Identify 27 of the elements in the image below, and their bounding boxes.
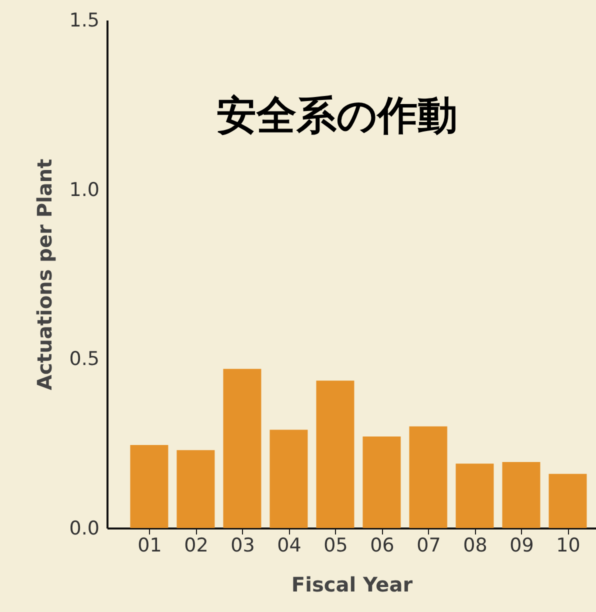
bar bbox=[130, 445, 168, 528]
y-axis-title: Actuations per Plant bbox=[32, 158, 56, 390]
bar bbox=[270, 430, 308, 528]
bar bbox=[176, 450, 215, 528]
bar bbox=[502, 462, 540, 528]
x-tick-label: 08 bbox=[463, 534, 488, 556]
bar bbox=[409, 426, 448, 528]
x-tick-label: 05 bbox=[324, 534, 348, 556]
bar bbox=[223, 368, 262, 528]
text: 安全系の作動 bbox=[216, 94, 458, 138]
x-tick-label: 06 bbox=[370, 534, 394, 556]
x-tick-label: 04 bbox=[277, 534, 302, 556]
y-tick-label: 1.0 bbox=[69, 178, 100, 201]
x-tick-label: 01 bbox=[138, 534, 162, 556]
x-axis-title: Fiscal Year bbox=[291, 572, 413, 596]
y-tick-label: 0.0 bbox=[69, 518, 100, 540]
x-tick-label: 03 bbox=[230, 534, 255, 556]
x-tick-label: 02 bbox=[184, 534, 208, 556]
bar bbox=[548, 474, 587, 528]
x-tick-label: 07 bbox=[416, 534, 441, 556]
bar bbox=[362, 436, 401, 528]
y-tick-label: 1.5 bbox=[69, 10, 100, 32]
y-tick-label: 0.5 bbox=[69, 348, 100, 370]
bar bbox=[456, 464, 494, 528]
bar bbox=[316, 380, 354, 528]
x-tick-label: 10 bbox=[556, 534, 580, 556]
x-tick-label: 09 bbox=[510, 534, 534, 556]
